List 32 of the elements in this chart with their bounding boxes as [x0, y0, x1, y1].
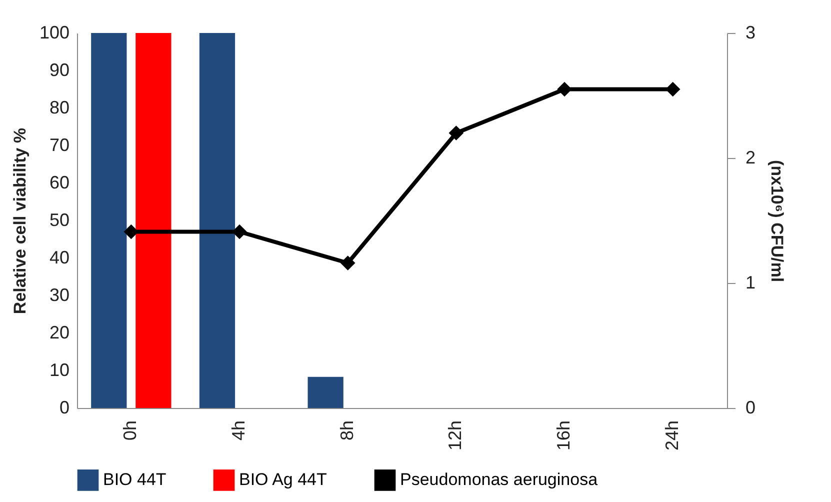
legend-label: Pseudomonas aeruginosa [400, 470, 598, 490]
x-tick-label: 8h [336, 420, 357, 441]
y2-tick-label: 3 [746, 22, 756, 42]
point [232, 224, 247, 240]
x-tick-label: 0h [120, 420, 140, 441]
y2-tick-label: 2 [746, 148, 756, 168]
y-tick-label: 60 [49, 172, 70, 192]
x-tick-label: 24h [662, 420, 682, 451]
y-tick-label: 80 [49, 98, 70, 118]
y-tick-label: 10 [49, 360, 70, 380]
legend-label: BIO Ag 44T [239, 470, 327, 490]
x-tick-label: 4h [228, 420, 248, 441]
y2-axis-title: (nx10⁶) CFU/ml [768, 160, 787, 282]
y-tick-label: 20 [49, 322, 70, 342]
point [340, 256, 356, 270]
y-tick-label: 50 [49, 210, 70, 230]
y-tick-label: 40 [49, 248, 70, 268]
y2-tick-label: 0 [746, 398, 756, 418]
y-tick-label: 100 [39, 22, 70, 42]
x-tick-label: 12h [445, 420, 466, 451]
point [557, 82, 572, 97]
point [448, 126, 464, 140]
point [665, 82, 680, 97]
y-axis-title: Relative cell viability % [10, 128, 30, 314]
x-tick-label: 16h [554, 420, 574, 451]
y-tick-label: 90 [49, 60, 70, 80]
point [124, 224, 139, 240]
legend-label: BIO 44T [103, 470, 166, 490]
y-tick-label: 30 [49, 285, 70, 305]
y2-tick-label: 1 [746, 272, 756, 292]
y-tick-label: 0 [59, 398, 70, 418]
y-tick-label: 70 [49, 135, 70, 155]
